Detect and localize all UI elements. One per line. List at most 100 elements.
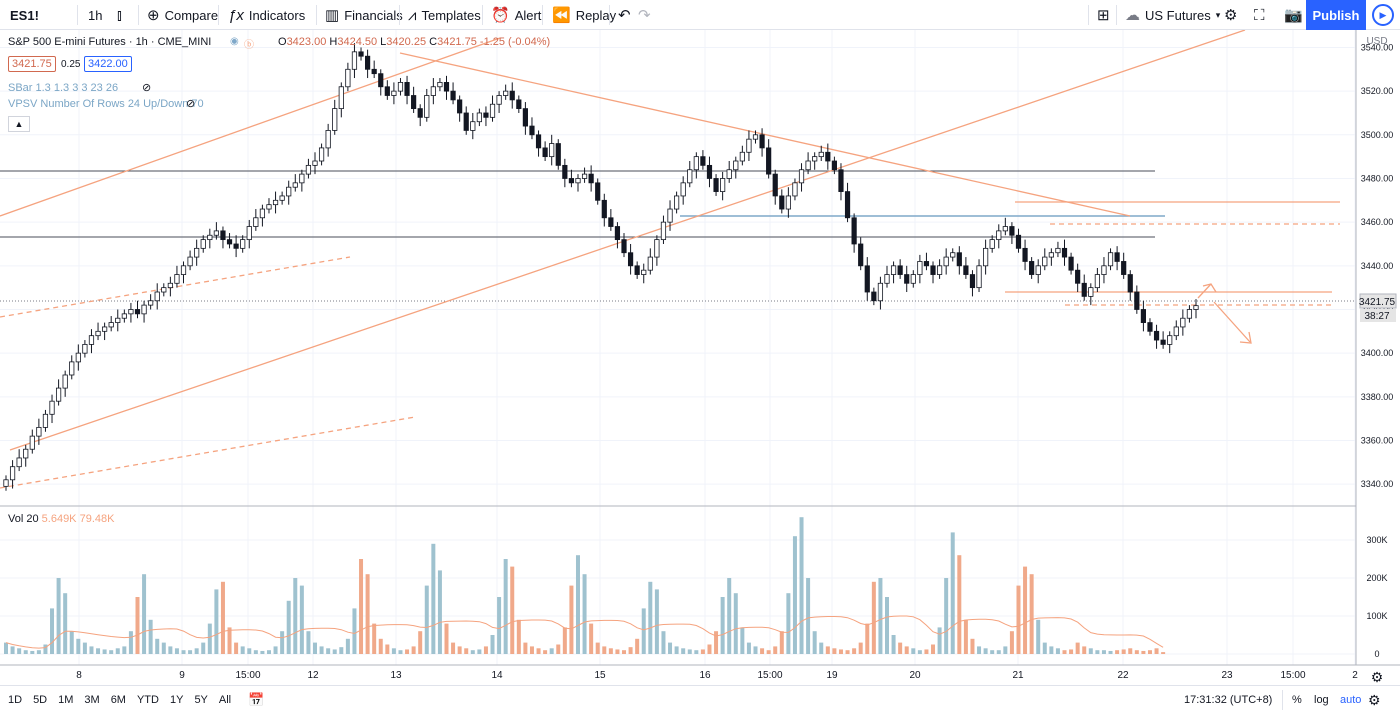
- eye-off-icon[interactable]: ⊘: [142, 82, 152, 94]
- chart-area[interactable]: 3540.00 3520.00 3500.00 3480.00 3460.00 3440.…: [0, 29, 1400, 685]
- volume-bar[interactable]: [444, 623, 449, 654]
- volume-bar[interactable]: [838, 649, 843, 654]
- candle-up[interactable]: [23, 448, 29, 459]
- eye-off-icon[interactable]: ⊘: [186, 98, 196, 110]
- ascending-trend-line[interactable]: [9, 29, 1246, 451]
- candle-down[interactable]: [601, 199, 607, 219]
- volume-bar[interactable]: [753, 646, 758, 654]
- candle-up[interactable]: [1094, 274, 1100, 289]
- volume-bar[interactable]: [253, 650, 258, 654]
- log-toggle[interactable]: log: [1314, 694, 1329, 706]
- candle-down[interactable]: [706, 164, 713, 179]
- volume-bar[interactable]: [1003, 646, 1008, 654]
- candle-up[interactable]: [174, 274, 180, 284]
- volume-bar[interactable]: [89, 646, 94, 654]
- currency-icon[interactable]: ⓑ: [244, 40, 254, 51]
- upper-channel-line[interactable]: [0, 37, 501, 217]
- candle-down[interactable]: [923, 261, 930, 267]
- settings-button[interactable]: ⚙: [1220, 0, 1241, 30]
- publish-button[interactable]: Publish: [1306, 0, 1366, 30]
- volume-bar[interactable]: [181, 650, 186, 654]
- candle-up[interactable]: [917, 261, 923, 275]
- volume-bar[interactable]: [852, 648, 857, 654]
- layout-button[interactable]: ⊞: [1093, 0, 1114, 30]
- volume-bar[interactable]: [720, 597, 725, 654]
- volume-bars[interactable]: [4, 517, 1166, 655]
- symbol-search-button[interactable]: ES1!: [6, 0, 43, 30]
- candle-down[interactable]: [588, 173, 594, 184]
- up-arrow[interactable]: [1197, 283, 1212, 299]
- candle-up[interactable]: [88, 335, 95, 345]
- candle-down[interactable]: [930, 265, 936, 275]
- collapse-legend-button[interactable]: ▲: [8, 116, 30, 132]
- volume-bar[interactable]: [924, 649, 929, 654]
- candle-down[interactable]: [378, 73, 384, 88]
- volume-bar[interactable]: [1154, 648, 1159, 654]
- volume-bar[interactable]: [451, 642, 456, 654]
- candle-up[interactable]: [1107, 252, 1114, 267]
- candle-up[interactable]: [141, 304, 147, 315]
- candle-down[interactable]: [1081, 282, 1087, 297]
- volume-bar[interactable]: [792, 536, 797, 654]
- candle-down[interactable]: [226, 239, 233, 245]
- candle-up[interactable]: [108, 322, 114, 328]
- candle-down[interactable]: [1061, 247, 1068, 258]
- candle-up[interactable]: [950, 252, 956, 258]
- volume-bar[interactable]: [589, 623, 594, 654]
- volume-bar[interactable]: [174, 648, 179, 654]
- volume-bar[interactable]: [10, 646, 15, 654]
- candle-up[interactable]: [503, 90, 509, 96]
- volume-bar[interactable]: [714, 631, 719, 654]
- interval-button[interactable]: 1h: [84, 0, 106, 30]
- play-icon[interactable]: ▶: [1372, 4, 1394, 26]
- candle-up[interactable]: [312, 160, 318, 166]
- volume-bar[interactable]: [128, 631, 133, 654]
- candle-down[interactable]: [897, 265, 903, 275]
- fullscreen-button[interactable]: ⛶: [1250, 0, 1269, 30]
- volume-bar[interactable]: [1016, 585, 1021, 654]
- candle-up[interactable]: [338, 86, 344, 110]
- volume-bar[interactable]: [372, 623, 377, 654]
- volume-bar[interactable]: [352, 608, 357, 654]
- volume-bar[interactable]: [247, 648, 252, 654]
- candle-down[interactable]: [450, 90, 456, 101]
- candle-up[interactable]: [733, 160, 739, 171]
- chart-canvas[interactable]: 3540.00 3520.00 3500.00 3480.00 3460.00 3440.…: [0, 29, 1400, 685]
- volume-bar[interactable]: [418, 631, 423, 654]
- volume-bar[interactable]: [694, 650, 699, 654]
- candle-up[interactable]: [16, 457, 22, 468]
- volume-bar[interactable]: [260, 650, 265, 654]
- candle-up[interactable]: [102, 326, 108, 332]
- range-button-ytd[interactable]: YTD: [136, 694, 159, 706]
- volume-bar[interactable]: [214, 589, 219, 654]
- candle-up[interactable]: [424, 95, 430, 118]
- volume-bar[interactable]: [1049, 646, 1054, 654]
- volume-bar[interactable]: [970, 638, 975, 654]
- candle-down[interactable]: [404, 82, 410, 96]
- volume-bar[interactable]: [1101, 650, 1106, 654]
- candle-down[interactable]: [871, 291, 877, 302]
- volume-bar[interactable]: [891, 635, 896, 654]
- volume-bar[interactable]: [806, 578, 811, 654]
- volume-bar[interactable]: [4, 642, 8, 654]
- candle-up[interactable]: [180, 265, 187, 275]
- trend-lines[interactable]: [0, 29, 1340, 489]
- volume-bar[interactable]: [556, 644, 561, 655]
- volume-bar[interactable]: [707, 644, 712, 655]
- candle-up[interactable]: [989, 239, 995, 249]
- candle-down[interactable]: [562, 164, 568, 179]
- volume-bar[interactable]: [1075, 642, 1080, 654]
- candle-up[interactable]: [279, 195, 285, 201]
- volume-bar[interactable]: [911, 648, 916, 654]
- volume-bar[interactable]: [529, 646, 534, 654]
- volume-bar[interactable]: [569, 585, 574, 654]
- volume-bar[interactable]: [622, 650, 627, 654]
- volume-bar[interactable]: [115, 648, 120, 654]
- candle-up[interactable]: [36, 426, 42, 437]
- candle-up[interactable]: [496, 95, 502, 105]
- candle-down[interactable]: [1153, 330, 1160, 341]
- candle-up[interactable]: [272, 199, 279, 206]
- candle-up[interactable]: [739, 151, 745, 162]
- volume-bar[interactable]: [240, 646, 245, 654]
- volume-bar[interactable]: [1128, 648, 1133, 654]
